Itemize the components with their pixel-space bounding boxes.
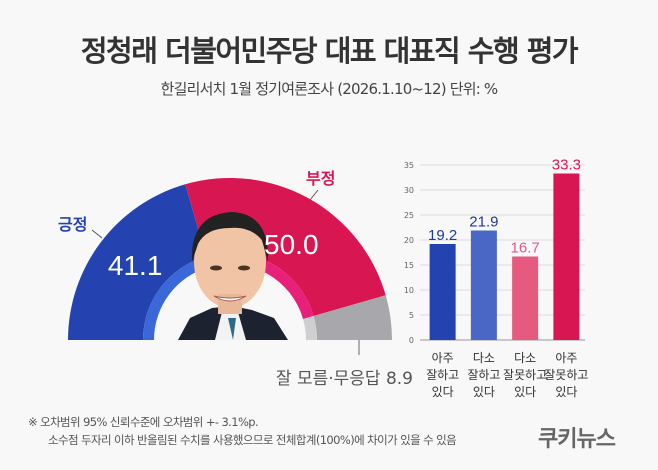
bar (470, 230, 497, 340)
bar-value-label: 21.9 (469, 214, 498, 231)
x-category-label: 잘못하고 (544, 368, 588, 382)
x-category-label: 잘하고 (426, 368, 459, 382)
slice-value-label: 50.0 (264, 229, 319, 260)
y-tick-label: 15 (404, 261, 414, 270)
y-tick-label: 35 (404, 161, 414, 170)
y-tick-label: 25 (404, 211, 414, 220)
x-category-label: 있다 (514, 385, 536, 399)
bar-value-label: 16.7 (511, 240, 540, 257)
y-tick-label: 0 (409, 336, 414, 345)
chart-title: 정청래 더불어민주당 대표 대표직 수행 평가 (80, 34, 579, 68)
x-category-label: 다소 (473, 351, 495, 365)
note-rounding: 소수점 두자리 이하 반올림된 수치를 사용했으므로 전체합계(100%)에 차… (48, 433, 457, 447)
negative-label: 부정 (306, 169, 335, 188)
logo: 쿠키뉴스 (538, 427, 616, 452)
x-category-label: 잘하고 (467, 368, 500, 382)
x-category-label: 잘못하고 (503, 368, 547, 382)
x-category-label: 아주 (432, 351, 454, 365)
bar-value-label: 19.2 (428, 227, 457, 244)
note-margin-of-error: ※ 오차범위 95% 신뢰수준에 오차범위 +- 3.1%p. (28, 415, 259, 429)
x-category-label: 다소 (514, 351, 536, 365)
x-category-label: 아주 (555, 351, 577, 365)
donut-slice (313, 295, 392, 340)
y-tick-label: 20 (404, 236, 414, 245)
y-tick-label: 5 (409, 311, 414, 320)
chart-subtitle: 한길리서치 1월 정기여론조사 (2026.1.10~12) 단위: % (160, 80, 499, 98)
bar-value-label: 33.3 (552, 157, 581, 174)
bar (553, 173, 580, 340)
positive-label: 긍정 (58, 215, 87, 234)
x-category-label: 있다 (473, 385, 495, 399)
y-tick-label: 30 (404, 186, 414, 195)
x-category-label: 있다 (555, 385, 577, 399)
bar (512, 256, 539, 340)
unknown-label: 잘 모름·무응답 8.9 (276, 369, 413, 389)
x-category-label: 있다 (432, 385, 454, 399)
donut-slice-inner (303, 315, 317, 340)
politician-photo (178, 212, 288, 340)
donut-slice (68, 184, 206, 340)
slice-value-label: 41.1 (108, 250, 163, 281)
y-tick-label: 10 (404, 286, 414, 295)
bar (429, 244, 456, 340)
